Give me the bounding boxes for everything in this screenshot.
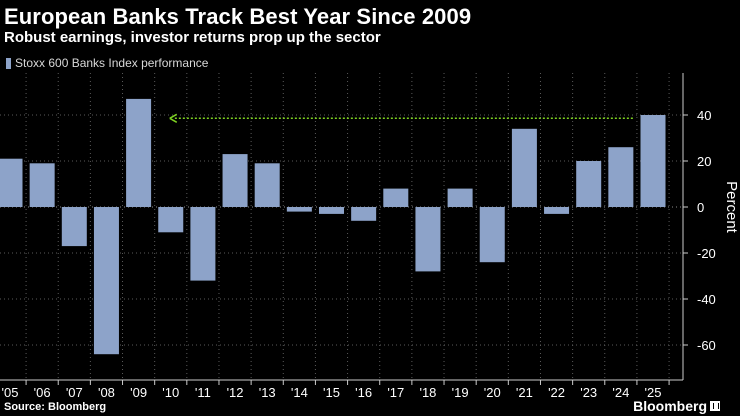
bloomberg-logo: Bloomberg [633, 398, 720, 414]
bar-07 [61, 207, 87, 247]
legend: Stoxx 600 Banks Index performance [6, 56, 208, 70]
y-axis-title: Percent [723, 181, 740, 234]
legend-swatch [6, 57, 11, 69]
source-note: Source: Bloomberg [4, 401, 107, 413]
annotation-arrowhead-icon [169, 113, 178, 123]
bar-06 [29, 163, 55, 207]
x-tick-label: '14 [291, 385, 308, 400]
bar-20 [479, 207, 505, 263]
x-tick-label: '12 [227, 385, 244, 400]
chart-subtitle: Robust earnings, investor returns prop u… [4, 29, 381, 46]
bar-12 [222, 154, 248, 207]
y-tick-label: 0 [697, 200, 704, 215]
x-tick-label: '21 [516, 385, 533, 400]
x-tick-label: '10 [162, 385, 179, 400]
bar-25 [640, 115, 666, 207]
bar-14 [286, 207, 312, 212]
bar-18 [415, 207, 441, 272]
bar-08 [93, 207, 119, 355]
x-tick-label: '24 [612, 385, 629, 400]
y-tick-label: -20 [697, 246, 716, 261]
x-tick-label: '07 [66, 385, 83, 400]
bar-15 [319, 207, 344, 214]
x-tick-label: '25 [645, 385, 662, 400]
bar-21 [511, 128, 537, 207]
x-tick-label: '09 [130, 385, 147, 400]
brand-label: Bloomberg [633, 398, 707, 414]
y-tick-label: 40 [697, 108, 711, 123]
x-tick-label: '22 [548, 385, 565, 400]
bar-10 [158, 207, 184, 233]
x-tick-label: '13 [259, 385, 276, 400]
x-tick-label: '17 [387, 385, 404, 400]
x-tick-label: '15 [323, 385, 340, 400]
x-tick-label: '16 [355, 385, 372, 400]
x-tick-label: '18 [419, 385, 436, 400]
x-tick-label: '05 [2, 385, 19, 400]
x-tick-label: '11 [195, 385, 211, 400]
bar-23 [576, 161, 602, 207]
bloomberg-terminal-icon [710, 401, 720, 411]
legend-label: Stoxx 600 Banks Index performance [15, 56, 209, 70]
x-tick-label: '08 [98, 385, 115, 400]
bar-19 [447, 188, 473, 207]
x-tick-label: '06 [34, 385, 51, 400]
bar-05 [0, 158, 23, 207]
bar-09 [126, 98, 152, 207]
x-tick-label: '23 [580, 385, 597, 400]
x-tick-label: '19 [452, 385, 469, 400]
bar-22 [544, 207, 570, 214]
y-tick-label: -60 [697, 338, 716, 353]
bar-13 [254, 163, 280, 207]
bar-24 [608, 147, 634, 207]
bar-17 [383, 188, 409, 207]
bar-16 [351, 207, 377, 221]
x-tick-label: '20 [484, 385, 501, 400]
y-tick-label: -40 [697, 292, 716, 307]
bar-11 [190, 207, 216, 281]
chart-title: European Banks Track Best Year Since 200… [4, 4, 472, 29]
y-tick-label: 20 [697, 154, 711, 169]
